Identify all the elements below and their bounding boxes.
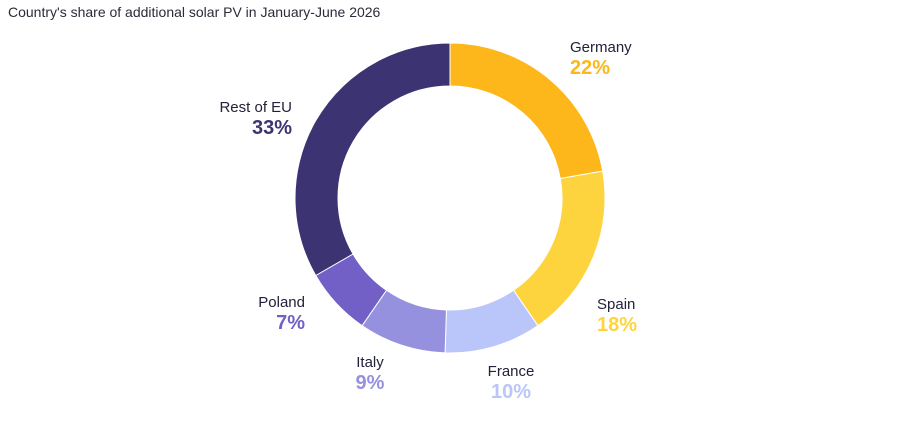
label-value-poland: 7%: [276, 312, 305, 334]
label-name-germany: Germany: [570, 39, 632, 56]
label-value-italy: 9%: [356, 372, 385, 394]
label-name-poland: Poland: [258, 294, 305, 311]
label-name-rest-of-eu: Rest of EU: [219, 99, 292, 116]
slices-group: [294, 42, 606, 354]
label-value-france: 10%: [491, 381, 531, 403]
slice-spain: [512, 170, 606, 327]
label-value-rest-of-eu: 33%: [252, 117, 292, 139]
chart-title: Country's share of additional solar PV i…: [8, 4, 381, 20]
label-name-france: France: [488, 363, 535, 380]
label-value-spain: 18%: [597, 314, 637, 336]
slice-rest-of-eu: [294, 42, 451, 277]
label-value-germany: 22%: [570, 57, 610, 79]
label-name-spain: Spain: [597, 296, 635, 313]
label-name-italy: Italy: [356, 354, 384, 371]
